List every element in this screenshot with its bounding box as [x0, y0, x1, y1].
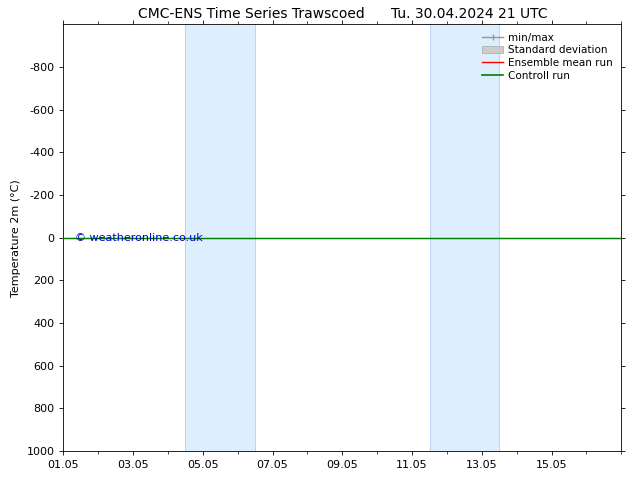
Y-axis label: Temperature 2m (°C): Temperature 2m (°C) [11, 179, 21, 296]
Bar [429, 24, 500, 451]
Legend: min/max, Standard deviation, Ensemble mean run, Controll run: min/max, Standard deviation, Ensemble me… [479, 30, 616, 84]
Bar [185, 24, 255, 451]
Title: CMC-ENS Time Series Trawscoed      Tu. 30.04.2024 21 UTC: CMC-ENS Time Series Trawscoed Tu. 30.04.… [138, 6, 547, 21]
Text: © weatheronline.co.uk: © weatheronline.co.uk [75, 233, 202, 243]
